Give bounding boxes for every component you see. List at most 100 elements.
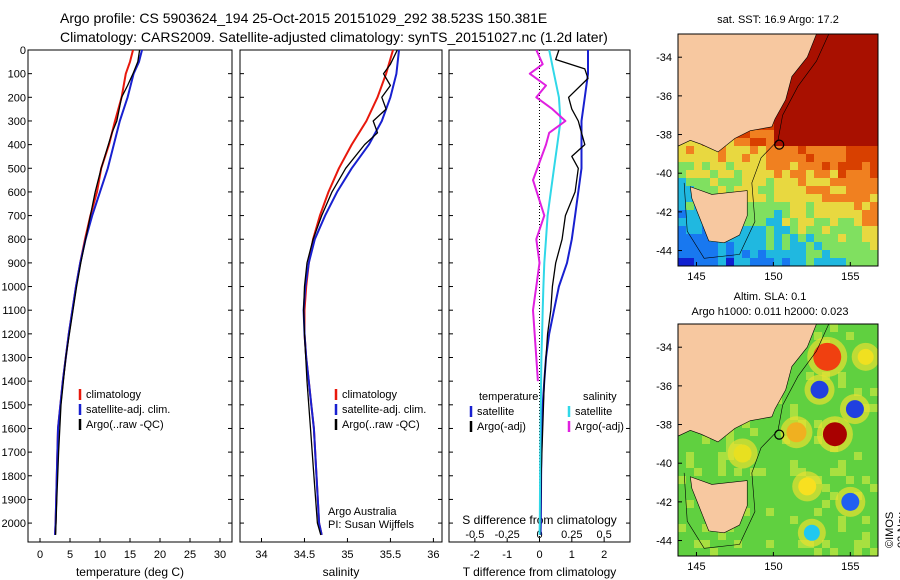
field-cell: [766, 524, 775, 533]
field-cell: [750, 234, 759, 243]
sla-anomaly: [803, 524, 820, 541]
field-cell: [678, 170, 687, 179]
field-cell: [814, 258, 823, 266]
field-cell: [870, 540, 878, 549]
field-cell: [870, 380, 878, 389]
x-tick-label: 5: [67, 549, 73, 561]
field-cell: [806, 122, 815, 131]
depth-tick-label: 1700: [2, 447, 26, 459]
field-cell: [862, 50, 871, 59]
field-cell: [718, 452, 727, 461]
field-cell: [822, 226, 831, 235]
field-cell: [790, 548, 799, 556]
field-cell: [678, 218, 687, 227]
lat-tick-label: -44: [656, 246, 672, 258]
map-title-line2: Argo h1000: 0.011 h2000: 0.023: [692, 306, 849, 318]
field-cell: [838, 146, 847, 155]
field-cell: [750, 468, 759, 477]
field-cell: [790, 452, 799, 461]
field-cell: [870, 516, 878, 525]
field-cell: [710, 154, 719, 163]
map-field: [678, 324, 878, 556]
field-cell: [838, 468, 847, 477]
field-cell: [742, 420, 751, 429]
field-cell: [846, 460, 855, 469]
field-cell: [766, 242, 775, 251]
lat-tick-label: -40: [656, 168, 672, 180]
field-cell: [830, 58, 839, 67]
field-cell: [870, 106, 878, 115]
field-cell: [838, 324, 847, 333]
field-cell: [678, 540, 687, 549]
field-cell: [814, 106, 823, 115]
field-cell: [734, 186, 743, 195]
field-cell: [774, 130, 783, 139]
field-cell: [702, 468, 711, 477]
field-cell: [862, 34, 871, 43]
field-cell: [862, 476, 871, 485]
field-cell: [694, 178, 703, 187]
field-cell: [862, 82, 871, 91]
field-cell: [758, 194, 767, 203]
field-cell: [718, 186, 727, 195]
field-cell: [782, 178, 791, 187]
x-tick-label: 10: [94, 549, 106, 561]
field-cell: [854, 428, 863, 437]
field-cell: [790, 146, 799, 155]
field-cell: [686, 476, 695, 485]
field-cell: [838, 484, 847, 493]
field-cell: [814, 58, 823, 67]
field-cell: [870, 58, 878, 67]
field-cell: [782, 210, 791, 219]
field-cell: [830, 332, 839, 341]
field-cell: [854, 242, 863, 251]
field-cell: [806, 186, 815, 195]
field-cell: [750, 146, 759, 155]
field-cell: [862, 468, 871, 477]
field-cell: [742, 476, 751, 485]
field-cell: [806, 74, 815, 83]
field-cell: [694, 162, 703, 171]
field-cell: [814, 404, 823, 413]
annotation-text: PI: Susan Wijffels: [328, 519, 414, 531]
field-cell: [774, 476, 783, 485]
field-cell: [790, 162, 799, 171]
depth-tick-label: 300: [8, 116, 26, 128]
field-cell: [782, 114, 791, 123]
field-cell: [862, 508, 871, 517]
field-cell: [678, 484, 687, 493]
field-cell: [870, 372, 878, 381]
field-cell: [758, 460, 767, 469]
field-cell: [838, 532, 847, 541]
field-cell: [846, 82, 855, 91]
field-cell: [774, 492, 783, 501]
field-cell: [806, 234, 815, 243]
field-cell: [862, 122, 871, 131]
field-cell: [822, 258, 831, 266]
field-cell: [854, 82, 863, 91]
field-cell: [686, 226, 695, 235]
field-cell: [870, 226, 878, 235]
field-cell: [782, 186, 791, 195]
field-cell: [822, 524, 831, 533]
field-cell: [798, 372, 807, 381]
field-cell: [854, 516, 863, 525]
field-cell: [766, 202, 775, 211]
field-cell: [822, 210, 831, 219]
field-cell: [846, 444, 855, 453]
field-cell: [846, 66, 855, 75]
field-cell: [862, 90, 871, 99]
field-cell: [854, 34, 863, 43]
field-cell: [806, 242, 815, 251]
field-cell: [686, 186, 695, 195]
field-cell: [854, 210, 863, 219]
field-cell: [790, 532, 799, 541]
field-cell: [854, 540, 863, 549]
field-cell: [686, 234, 695, 243]
field-cell: [766, 532, 775, 541]
field-cell: [766, 186, 775, 195]
field-cell: [798, 540, 807, 549]
field-cell: [854, 98, 863, 107]
field-cell: [678, 532, 687, 541]
field-cell: [678, 524, 687, 533]
